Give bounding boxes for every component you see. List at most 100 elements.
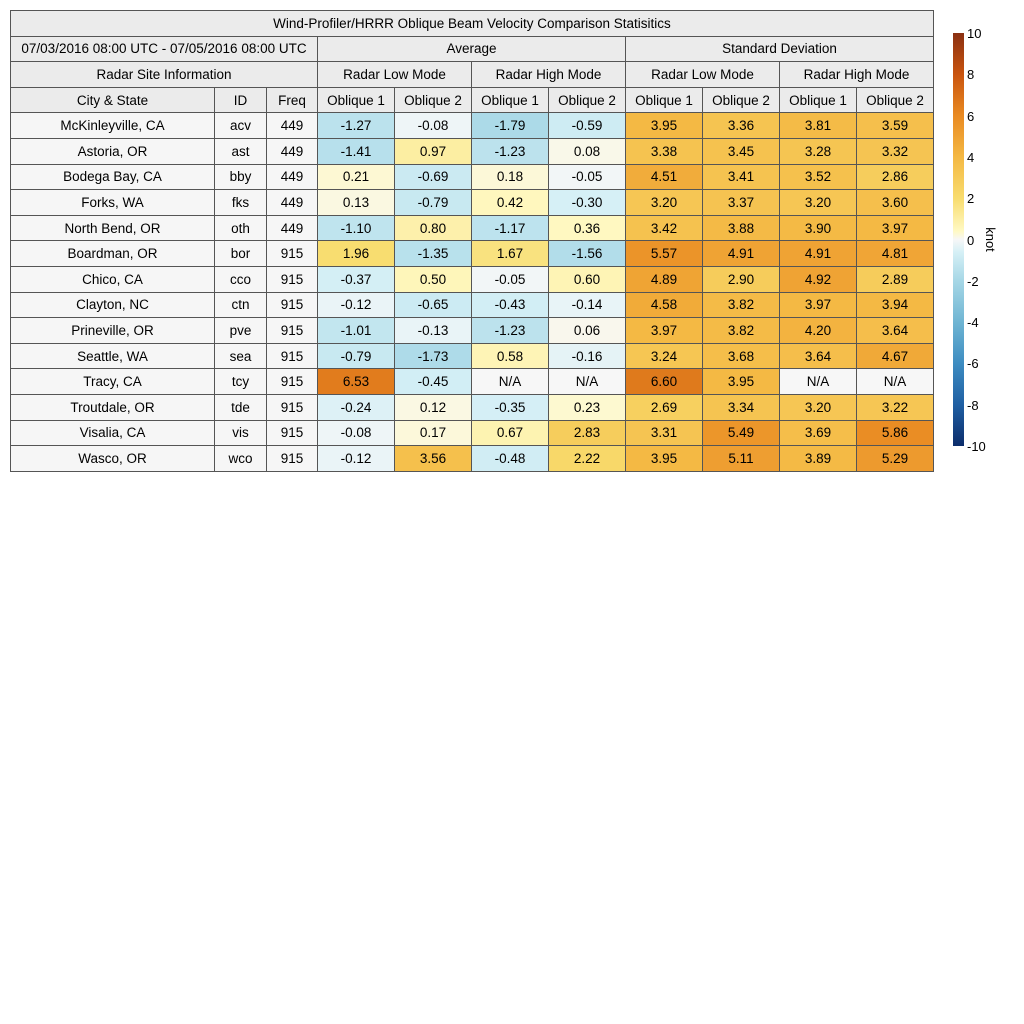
heatmap-cell: 4.20 <box>779 317 857 344</box>
heatmap-cell: 2.86 <box>856 163 934 191</box>
heatmap-cell: 2.90 <box>702 265 780 293</box>
heatmap-cell: -0.65 <box>394 291 472 319</box>
heatmap-cell: -0.24 <box>317 393 395 421</box>
table-row: Prineville, OR pve 915 -1.01 -0.13 -1.23 0.06 3… <box>10 317 934 344</box>
table-row: Astoria, OR ast 449 -1.41 0.97 -1.23 0.08 3.38 3… <box>10 137 934 165</box>
heatmap-cell: 2.22 <box>548 445 626 472</box>
heatmap-cell: -0.12 <box>317 291 395 319</box>
heatmap-cell: N/A <box>779 368 857 395</box>
heatmap-cell: 3.56 <box>394 445 472 472</box>
avg-high-mode-header: Radar High Mode <box>471 61 626 88</box>
colorbar-tick-label: 10 <box>967 26 982 41</box>
heatmap-cell: 3.22 <box>856 393 934 421</box>
site-city: Seattle, WA <box>10 342 215 370</box>
heatmap-cell: 3.37 <box>702 189 780 216</box>
heatmap-cell: 2.69 <box>625 393 703 421</box>
site-id: wco <box>214 445 267 472</box>
heatmap-cell: -0.08 <box>394 112 472 139</box>
heatmap-cell: 5.29 <box>856 445 934 472</box>
heatmap-cell: 1.67 <box>471 240 549 267</box>
table-row: Wasco, OR wco 915 -0.12 3.56 -0.48 2.22 3.95 5.1… <box>10 445 934 472</box>
heatmap-cell: 3.32 <box>856 137 934 165</box>
heatmap-cell: 3.59 <box>856 112 934 139</box>
std-high-mode-header: Radar High Mode <box>779 61 934 88</box>
heatmap-cell: 4.92 <box>779 265 857 293</box>
heatmap-cell: 0.50 <box>394 265 472 293</box>
table-row: Forks, WA fks 449 0.13 -0.79 0.42 -0.30 3.20 3.3… <box>10 189 934 216</box>
heatmap-cell: N/A <box>856 368 934 395</box>
col-header-city: City & State <box>10 86 215 114</box>
site-id: sea <box>214 342 267 370</box>
site-city: Astoria, OR <box>10 137 215 165</box>
heatmap-cell: 3.42 <box>625 214 703 242</box>
colorbar <box>953 33 964 446</box>
heatmap-cell: 3.82 <box>702 291 780 319</box>
heatmap-cell: 0.36 <box>548 214 626 242</box>
heatmap-cell: -1.17 <box>471 214 549 242</box>
heatmap-cell: 3.45 <box>702 137 780 165</box>
heatmap-cell: -1.23 <box>471 137 549 165</box>
site-id: pve <box>214 317 267 344</box>
col-header-oblique-1: Oblique 1 <box>779 86 857 114</box>
heatmap-cell: 3.68 <box>702 342 780 370</box>
table-row: Clayton, NC ctn 915 -0.12 -0.65 -0.43 -0.14 4.5… <box>10 291 934 319</box>
heatmap-cell: 3.95 <box>702 368 780 395</box>
heatmap-cell: -1.10 <box>317 214 395 242</box>
heatmap-cell: -1.79 <box>471 112 549 139</box>
heatmap-cell: 2.83 <box>548 419 626 447</box>
heatmap-cell: -0.79 <box>394 189 472 216</box>
colorbar-tick-label: 2 <box>967 191 975 207</box>
heatmap-cell: 3.95 <box>625 445 703 472</box>
heatmap-cell: -1.01 <box>317 317 395 344</box>
colorbar-tick-label: -6 <box>967 356 979 372</box>
heatmap-cell: 0.13 <box>317 189 395 216</box>
table-row: McKinleyville, CA acv 449 -1.27 -0.08 -1.79 -0… <box>10 112 934 139</box>
site-id: bor <box>214 240 267 267</box>
site-city: Boardman, OR <box>10 240 215 267</box>
heatmap-cell: -0.35 <box>471 393 549 421</box>
heatmap-cell: -1.27 <box>317 112 395 139</box>
heatmap-cell: -0.05 <box>471 265 549 293</box>
heatmap-cell: -0.45 <box>394 368 472 395</box>
heatmap-cell: 3.41 <box>702 163 780 191</box>
site-freq: 915 <box>266 291 318 319</box>
site-id: oth <box>214 214 267 242</box>
heatmap-cell: 0.67 <box>471 419 549 447</box>
heatmap-cell: -0.37 <box>317 265 395 293</box>
heatmap-cell: 3.31 <box>625 419 703 447</box>
heatmap-cell: 3.34 <box>702 393 780 421</box>
heatmap-cell: 3.64 <box>856 317 934 344</box>
heatmap-cell: 0.21 <box>317 163 395 191</box>
heatmap-cell: 0.23 <box>548 393 626 421</box>
colorbar-tick-label: -2 <box>967 273 979 289</box>
colorbar-tick-label: 4 <box>967 149 975 165</box>
site-freq: 915 <box>266 342 318 370</box>
heatmap-cell: N/A <box>471 368 549 395</box>
heatmap-cell: -0.14 <box>548 291 626 319</box>
site-freq: 915 <box>266 393 318 421</box>
site-city: Troutdale, OR <box>10 393 215 421</box>
site-freq: 915 <box>266 265 318 293</box>
heatmap-cell: 6.53 <box>317 368 395 395</box>
heatmap-cell: 3.28 <box>779 137 857 165</box>
heatmap-cell: 0.97 <box>394 137 472 165</box>
site-freq: 915 <box>266 445 318 472</box>
col-header-oblique-1: Oblique 1 <box>625 86 703 114</box>
heatmap-cell: -0.12 <box>317 445 395 472</box>
colorbar-tick-label: 6 <box>967 108 975 124</box>
stddev-header: Standard Deviation <box>625 35 934 63</box>
heatmap-cell: 3.36 <box>702 112 780 139</box>
std-low-mode-header: Radar Low Mode <box>625 61 780 88</box>
site-city: North Bend, OR <box>10 214 215 242</box>
heatmap-cell: 3.94 <box>856 291 934 319</box>
site-city: Chico, CA <box>10 265 215 293</box>
site-freq: 449 <box>266 189 318 216</box>
heatmap-cell: 4.81 <box>856 240 934 267</box>
site-freq: 449 <box>266 214 318 242</box>
site-freq: 449 <box>266 137 318 165</box>
heatmap-cell: -0.43 <box>471 291 549 319</box>
heatmap-cell: 0.12 <box>394 393 472 421</box>
heatmap-cell: 3.90 <box>779 214 857 242</box>
heatmap-cell: 0.80 <box>394 214 472 242</box>
site-id: vis <box>214 419 267 447</box>
